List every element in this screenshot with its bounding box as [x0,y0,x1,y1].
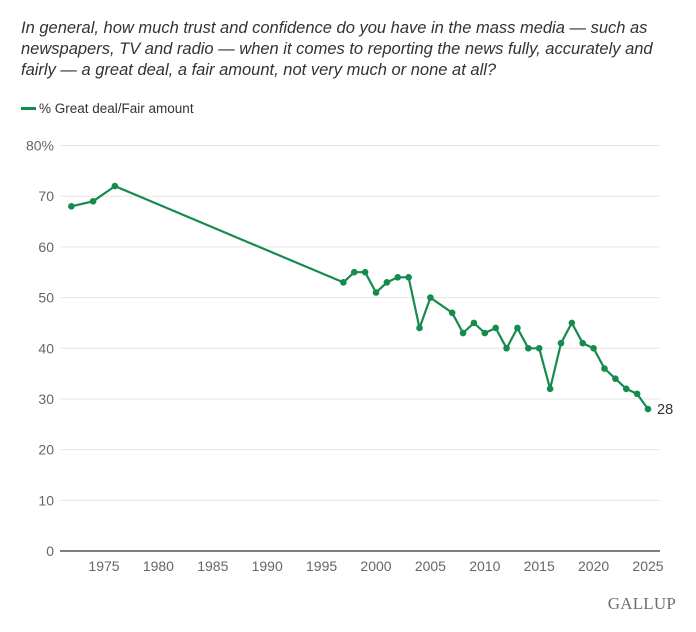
x-tick-label: 2025 [632,558,663,574]
data-point[interactable] [514,324,521,332]
x-tick-label: 2010 [469,558,500,574]
grid-lines [60,145,660,501]
data-point[interactable] [340,279,347,286]
y-tick-label: 50 [38,290,54,306]
data-point[interactable] [590,344,597,352]
x-tick-label: 1980 [143,558,174,574]
y-tick-label: 20 [38,442,54,458]
x-axis-ticks: 1975 1980 1985 1990 1995 2000 2005 2010 2015 2020… [88,558,663,574]
data-point[interactable] [405,273,412,281]
data-point[interactable] [633,390,641,398]
data-point[interactable] [394,273,402,281]
data-point[interactable] [416,324,423,332]
series [68,182,652,413]
data-point[interactable] [644,405,652,413]
data-point[interactable] [546,385,554,393]
data-point[interactable] [601,365,608,372]
data-point[interactable] [579,339,587,347]
y-tick-label: 60 [38,239,54,255]
data-point[interactable] [492,324,499,332]
x-tick-label: 1975 [88,558,119,574]
data-point[interactable] [525,344,532,352]
chart-title: In general, how much trust and confidenc… [21,19,653,79]
data-point[interactable] [503,344,510,352]
data-point[interactable] [361,268,369,276]
x-tick-label: 1990 [252,558,283,574]
data-point[interactable] [350,268,358,276]
x-tick-label: 2000 [360,558,391,574]
gallup-logo: GALLUP [607,594,676,613]
y-axis-ticks: 0 10 20 30 40 50 60 70 80% [26,138,54,560]
x-tick-label: 1995 [306,558,337,574]
legend-label: % Great deal/Fair amount [39,101,194,116]
annotations: 28 [657,402,673,418]
data-point[interactable] [622,385,630,393]
data-point[interactable] [372,289,380,296]
data-point[interactable] [89,197,97,205]
x-tick-label: 2015 [524,558,555,574]
data-point[interactable] [535,344,543,352]
y-tick-label: 70 [38,188,54,204]
data-point[interactable] [448,309,456,317]
data-point[interactable] [459,329,467,337]
data-point[interactable] [470,319,478,327]
x-tick-label: 2020 [578,558,609,574]
x-tick-label: 2005 [415,558,446,574]
data-point[interactable] [612,375,619,382]
data-point[interactable] [427,294,434,301]
legend-swatch [21,107,36,110]
y-tick-label: 40 [38,340,54,356]
x-tick-label: 1985 [197,558,228,574]
data-point[interactable] [68,203,75,210]
data-point[interactable] [111,182,119,190]
data-point[interactable] [481,329,489,337]
y-tick-label: 10 [38,492,54,508]
data-point[interactable] [383,279,391,286]
y-tick-label: 80% [26,138,54,154]
y-tick-label: 0 [46,543,54,559]
series--great-deal-fair-amount [68,182,652,413]
legend: % Great deal/Fair amount [21,101,194,116]
data-point[interactable] [557,339,565,347]
y-tick-label: 30 [38,391,54,407]
end-value-label: 28 [657,402,673,418]
data-point[interactable] [568,319,576,327]
